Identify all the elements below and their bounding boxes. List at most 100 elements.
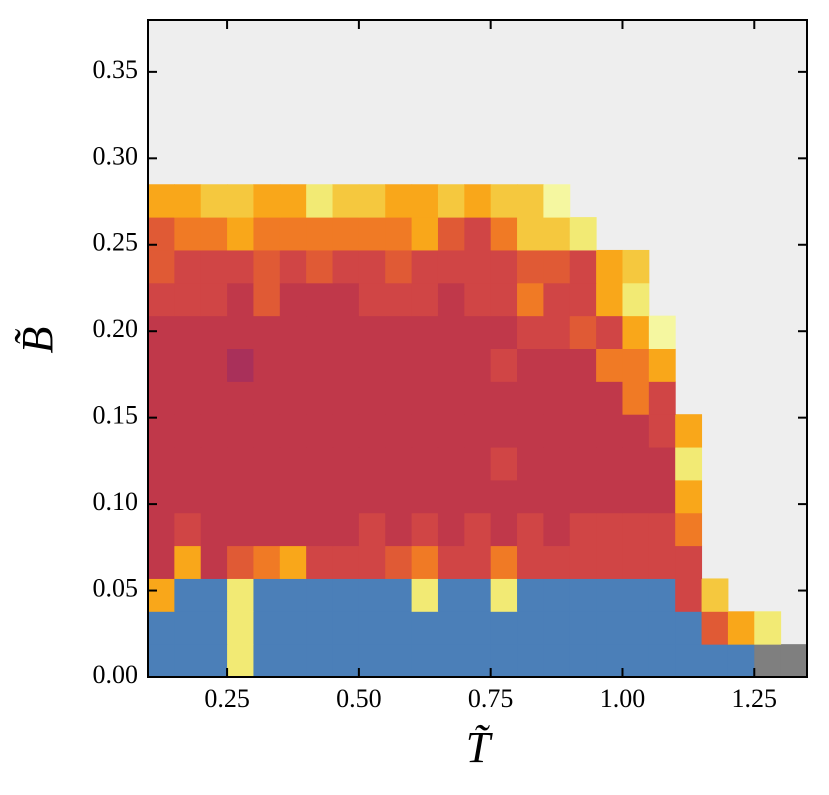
heatmap-cell (385, 184, 413, 218)
heatmap-cell (332, 447, 360, 481)
heatmap-cell (358, 348, 386, 382)
heatmap-cell (727, 611, 755, 645)
heatmap-cell (411, 381, 439, 415)
heatmap-cell (543, 184, 571, 218)
heatmap-cell (253, 184, 281, 218)
heatmap-cell (543, 545, 571, 579)
heatmap-cell (517, 381, 544, 415)
heatmap-cell (148, 447, 175, 481)
heatmap-cell (174, 348, 202, 382)
heatmap-cell (306, 545, 334, 579)
heatmap-cell (332, 578, 360, 612)
heatmap-cell (569, 282, 597, 317)
heatmap-cell (622, 447, 650, 481)
heatmap-cell (596, 578, 623, 612)
heatmap-cell (517, 315, 544, 349)
heatmap-cell (675, 578, 703, 612)
y-tick-label: 0.10 (93, 487, 139, 516)
heatmap-cell (517, 217, 544, 251)
heatmap-cell (332, 348, 360, 382)
heatmap-cell (622, 249, 650, 284)
heatmap-cell (596, 447, 623, 481)
heatmap-cell (543, 348, 571, 382)
heatmap-cell (596, 512, 623, 547)
heatmap-cell (754, 644, 782, 678)
heatmap-cell (200, 348, 228, 382)
heatmap-cell (174, 578, 202, 612)
heatmap-cell (517, 644, 544, 678)
heatmap-cell (332, 611, 360, 645)
heatmap-cell (596, 611, 623, 645)
heatmap-cell (227, 315, 254, 349)
heatmap-cell (148, 249, 175, 284)
heatmap-cell (227, 184, 254, 218)
heatmap-cell (279, 315, 307, 349)
heatmap-cell (596, 414, 623, 448)
heatmap-cell (437, 315, 465, 349)
heatmap-cell (306, 249, 334, 284)
heatmap-cell (543, 249, 571, 284)
heatmap-cell (490, 545, 518, 579)
heatmap-cell (569, 545, 597, 579)
heatmap-cell (701, 611, 729, 645)
heatmap-cell (490, 249, 518, 284)
heatmap-cell (543, 611, 571, 645)
heatmap-cell (437, 381, 465, 415)
heatmap-cell (253, 348, 281, 382)
heatmap-cell (464, 348, 492, 382)
heatmap-cell (306, 578, 334, 612)
heatmap-cell (622, 315, 650, 349)
heatmap-cell (754, 611, 782, 645)
heatmap-cell (200, 217, 228, 251)
heatmap-cell (200, 611, 228, 645)
heatmap-cell (148, 578, 175, 612)
heatmap-cell (464, 644, 492, 678)
heatmap-cell (543, 282, 571, 317)
heatmap-cell (385, 414, 413, 448)
heatmap-cell (569, 381, 597, 415)
heatmap-cell (464, 414, 492, 448)
heatmap-cell (490, 315, 518, 349)
heatmap-cell (358, 644, 386, 678)
y-tick-label: 0.35 (93, 55, 139, 84)
heatmap-cell (622, 512, 650, 547)
heatmap-cell (517, 447, 544, 481)
heatmap-cell (543, 217, 571, 251)
heatmap-cell (464, 381, 492, 415)
heatmap-cell (437, 644, 465, 678)
heatmap-cell (543, 578, 571, 612)
heatmap-cell (490, 414, 518, 448)
heatmap-cell (648, 414, 676, 448)
heatmap-cell (648, 644, 676, 678)
heatmap-cell (332, 217, 360, 251)
heatmap-cell (253, 249, 281, 284)
heatmap-cell (411, 348, 439, 382)
heatmap-cell (569, 249, 597, 284)
heatmap-cell (385, 479, 413, 514)
heatmap-cell (517, 414, 544, 448)
heatmap-cell (200, 414, 228, 448)
heatmap-cell (437, 249, 465, 284)
heatmap-cell (569, 578, 597, 612)
x-tick-label: 0.75 (468, 684, 514, 713)
heatmap-cell (148, 381, 175, 415)
heatmap-cell (490, 282, 518, 317)
heatmap-cell (437, 282, 465, 317)
heatmap-cell (227, 381, 254, 415)
heatmap-cell (385, 282, 413, 317)
heatmap-cell (174, 184, 202, 218)
heatmap-cell (622, 611, 650, 645)
heatmap-cell (385, 545, 413, 579)
heatmap-cell (332, 512, 360, 547)
heatmap-cell (279, 611, 307, 645)
heatmap-cell (622, 644, 650, 678)
x-tick-label: 0.25 (204, 684, 250, 713)
heatmap-cell (253, 381, 281, 415)
heatmap-cell (174, 381, 202, 415)
x-tick-label: 1.25 (732, 684, 778, 713)
heatmap-cell (253, 512, 281, 547)
heatmap-cell (385, 447, 413, 481)
heatmap-cell (200, 447, 228, 481)
y-axis-label: B̃ (13, 327, 62, 354)
